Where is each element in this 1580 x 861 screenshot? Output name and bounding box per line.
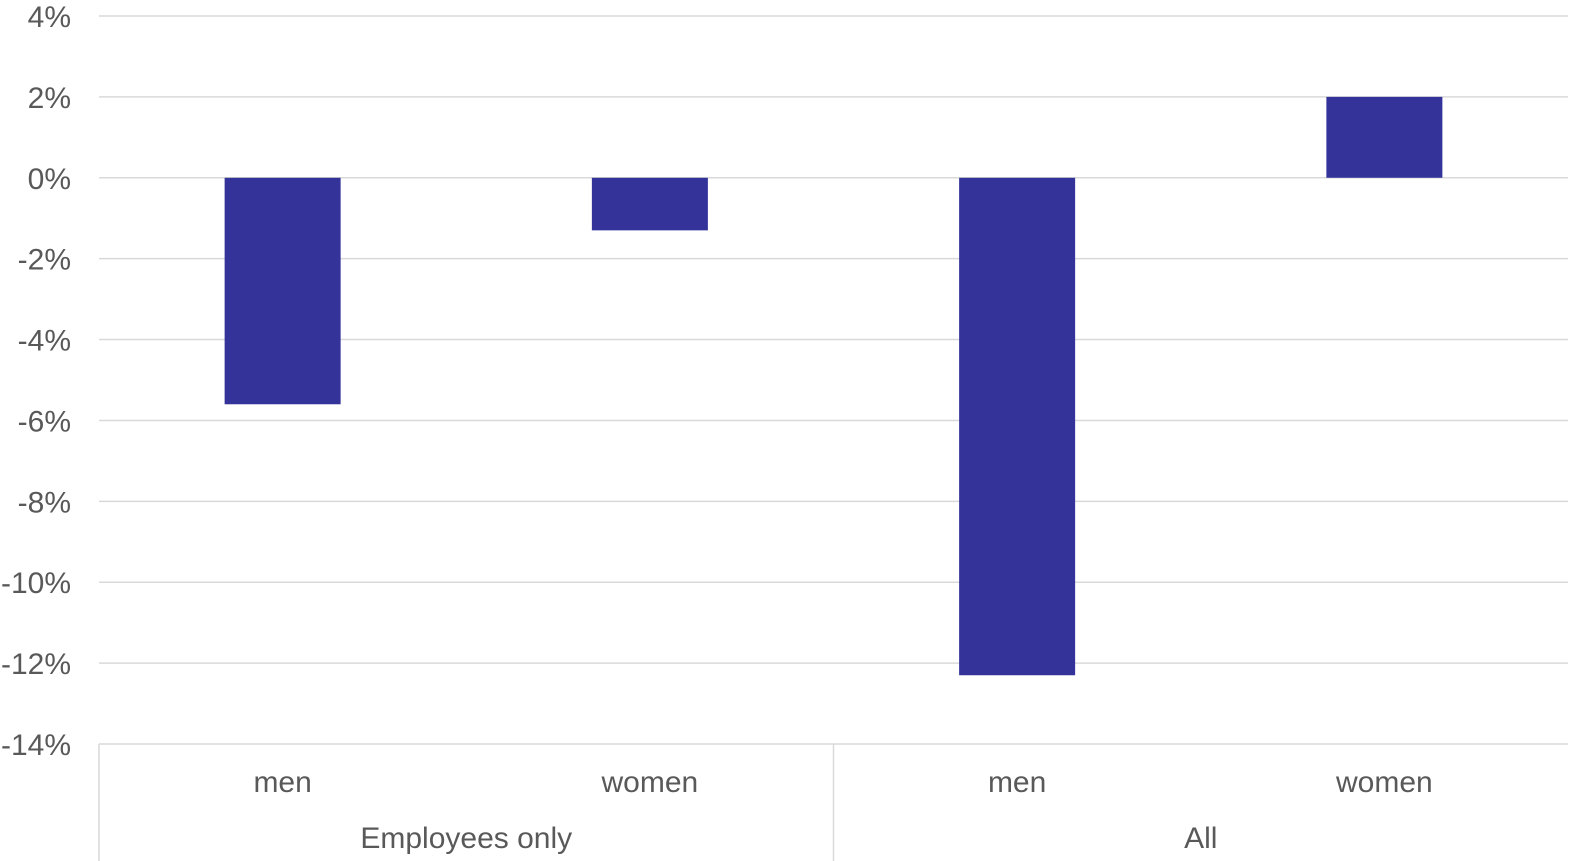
y-tick-label: 0% (28, 163, 71, 196)
category-label: men (253, 766, 311, 799)
category-label: women (1335, 766, 1433, 799)
bars (224, 96, 1443, 676)
category-label: women (601, 766, 699, 799)
y-tick-label: -8% (18, 486, 71, 519)
group-label: All (1184, 822, 1217, 855)
category-axis (98, 744, 835, 861)
category-label: men (988, 766, 1046, 799)
y-tick-label: -2% (18, 244, 71, 277)
y-axis-tick-labels: 4% 2% 0% -2% -4% -6% -8% -10% -12% -14% (1, 1, 71, 762)
gridlines (99, 15, 1568, 745)
y-tick-label: 4% (28, 1, 71, 34)
y-tick-label: 2% (28, 82, 71, 115)
y-tick-label: -4% (18, 325, 71, 358)
y-tick-label: -12% (1, 648, 71, 681)
y-tick-label: -14% (1, 729, 71, 762)
bar-employees-only-men (224, 177, 341, 405)
group-label: Employees only (360, 822, 572, 855)
bar-employees-only-women (591, 177, 708, 231)
x-axis-labels: men women Employees only men women All (253, 766, 1432, 855)
y-tick-label: -6% (18, 405, 71, 438)
y-tick-label: -10% (1, 567, 71, 600)
bar-all-men (959, 177, 1076, 676)
bar-all-women (1326, 96, 1443, 178)
